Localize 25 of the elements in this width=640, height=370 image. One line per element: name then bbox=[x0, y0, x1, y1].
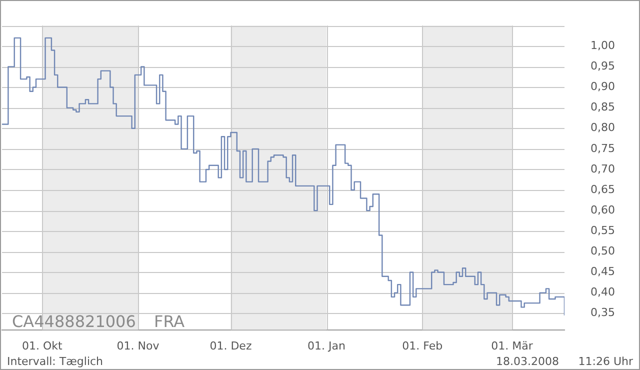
y-tick-label: 0,75 bbox=[590, 142, 616, 155]
x-tick-label: 01. Jan bbox=[308, 339, 346, 352]
y-tick-label: 0,65 bbox=[590, 182, 616, 196]
x-tick-label: 01. Mär bbox=[491, 339, 534, 352]
y-tick-label: 0,90 bbox=[590, 80, 616, 94]
x-tick-label: 01. Dez bbox=[210, 339, 252, 352]
x-tick-label: 01. Okt bbox=[22, 339, 64, 352]
annotation: CA4488821006 bbox=[12, 312, 136, 331]
y-tick-label: 1,00 bbox=[590, 39, 616, 52]
text: Intervall: Tæglich bbox=[7, 355, 104, 368]
y-tick-label: 0,85 bbox=[590, 100, 616, 114]
y-tick-label: 0,50 bbox=[590, 244, 616, 258]
x-tick-label: 01. Feb bbox=[402, 339, 443, 352]
annotation: FRA bbox=[154, 312, 185, 331]
text: 18.03.2008 bbox=[496, 355, 559, 368]
text: 11:26 Uhr bbox=[578, 355, 634, 368]
y-tick-label: 0,45 bbox=[590, 265, 616, 278]
y-tick-label: 0,55 bbox=[590, 224, 616, 237]
x-tick-label: 01. Nov bbox=[116, 339, 160, 352]
y-tick-label: 0,95 bbox=[590, 60, 616, 73]
y-tick-label: 0,80 bbox=[590, 121, 616, 134]
y-tick-label: 0,60 bbox=[590, 203, 616, 216]
y-tick-label: 0,40 bbox=[590, 286, 616, 299]
y-tick-label: 0,35 bbox=[590, 306, 616, 320]
y-tick-label: 0,70 bbox=[590, 162, 616, 176]
